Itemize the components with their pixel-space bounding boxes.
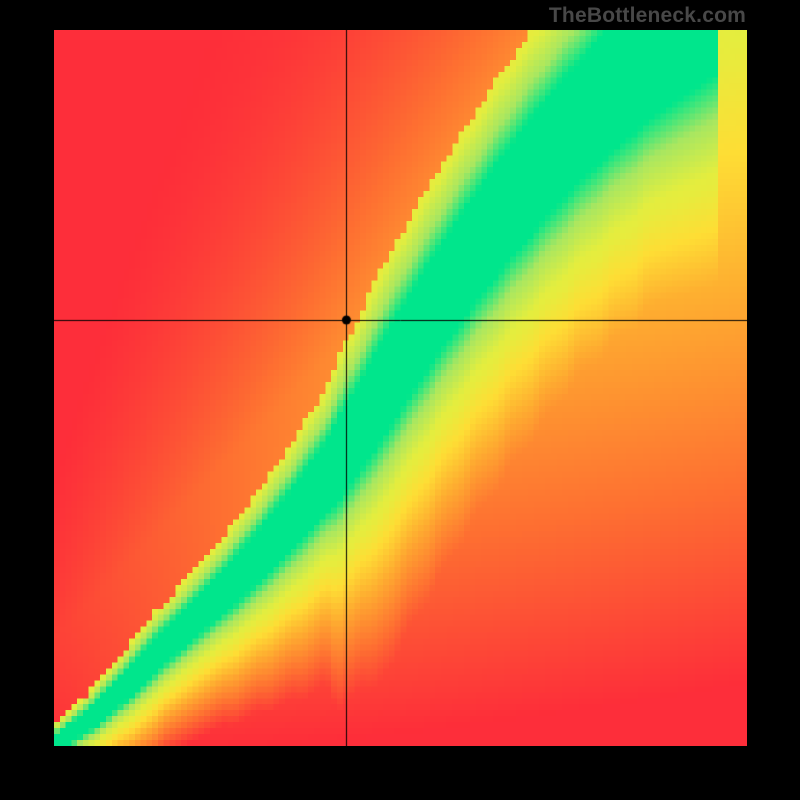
crosshair-overlay: [54, 30, 747, 746]
watermark-text: TheBottleneck.com: [549, 4, 746, 28]
